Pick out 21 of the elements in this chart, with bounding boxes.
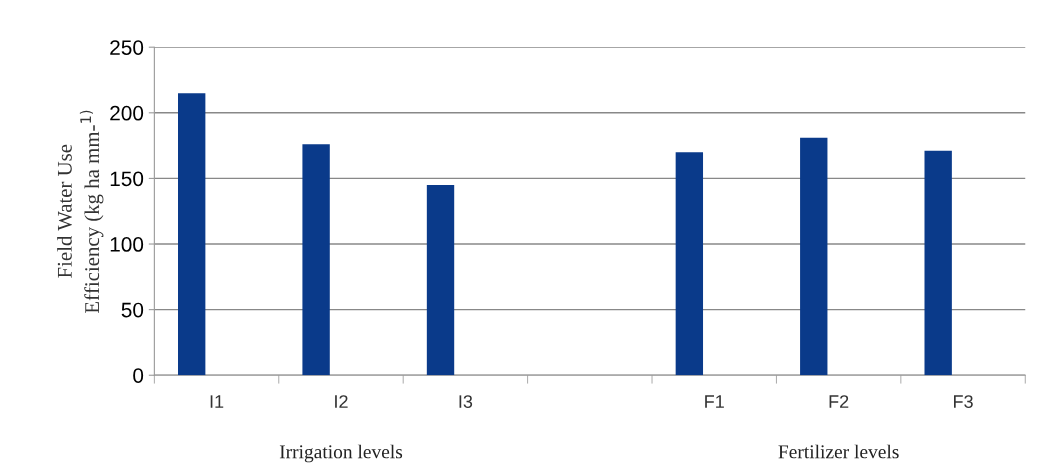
y-tick-label: 100 bbox=[110, 237, 144, 252]
text: Irrigation levels bbox=[279, 444, 403, 463]
x-tick-label: I1 bbox=[210, 395, 224, 408]
y-tick-label: 150 bbox=[110, 171, 144, 187]
bar bbox=[675, 152, 704, 376]
bar bbox=[924, 150, 952, 376]
x-tick-label: F1 bbox=[705, 395, 724, 408]
bar bbox=[302, 144, 330, 376]
y-tick-label: 0 bbox=[133, 368, 144, 383]
y-tick-label: 250 bbox=[110, 40, 144, 55]
bar bbox=[426, 184, 455, 376]
x-tick-label: F3 bbox=[954, 395, 973, 408]
y-tick-label: 200 bbox=[110, 105, 144, 121]
bar bbox=[800, 137, 828, 376]
text: Fertilizer levels bbox=[778, 444, 899, 459]
x-tick-label: I2 bbox=[335, 395, 348, 408]
y-tick-label: 50 bbox=[121, 302, 144, 318]
x-tick-label: I3 bbox=[459, 395, 473, 408]
y-axis-title: Field Water Use Efficiency (kg ha mm-$^{1)}$ bbox=[57, 110, 104, 314]
x-tick-label: F2 bbox=[829, 395, 849, 408]
bar bbox=[178, 93, 206, 376]
